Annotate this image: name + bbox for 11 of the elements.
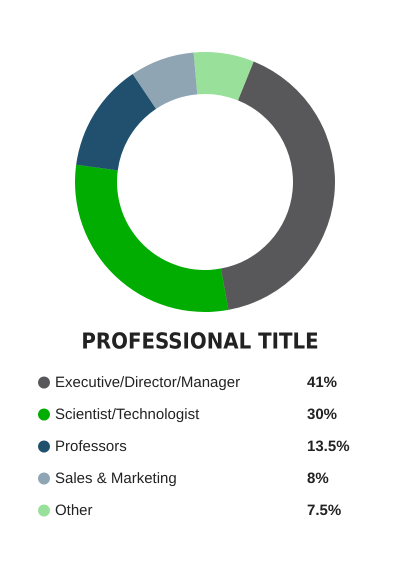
legend-label: Scientist/Technologist xyxy=(55,406,200,423)
data-label: 13.5% xyxy=(307,438,350,455)
legend-label: Sales & Marketing xyxy=(55,470,177,487)
data-label: 30% xyxy=(307,406,338,423)
legend-label: Executive/Director/Manager xyxy=(55,374,240,391)
data-label: 41% xyxy=(307,374,338,391)
data-label: 7.5% xyxy=(307,502,342,519)
legend-label: Professors xyxy=(55,438,127,455)
legend-label: Other xyxy=(55,502,93,519)
data-label: 8% xyxy=(307,470,329,487)
text: PROFESSIONAL TITLE xyxy=(81,330,319,354)
